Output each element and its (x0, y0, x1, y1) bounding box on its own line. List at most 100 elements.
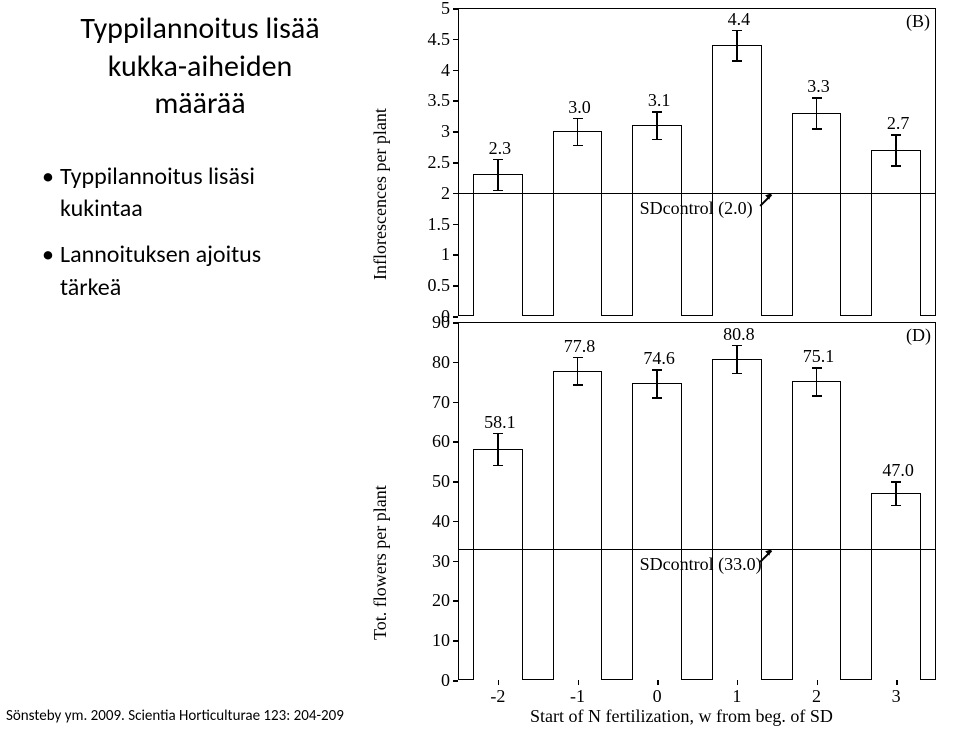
bar-value-label: 2.7 (878, 114, 918, 132)
ytick (453, 322, 458, 324)
title-line: kukka-aiheiden (108, 48, 293, 85)
ytick-label: 3 (420, 122, 450, 140)
errorbar-cap (891, 165, 901, 167)
ytick (453, 402, 458, 404)
bar (632, 125, 681, 316)
ytick-label: 20 (420, 591, 450, 609)
text-column: Typpilannoitus lisää kukka-aiheiden määr… (30, 10, 370, 318)
ytick (453, 100, 458, 102)
errorbar-cap (812, 395, 822, 397)
errorbar-cap (493, 159, 503, 161)
errorbar-cap (812, 97, 822, 99)
bar-value-label: 77.8 (560, 337, 600, 355)
bar (871, 150, 920, 316)
axis-box (458, 8, 936, 316)
bar-value-label: 2.3 (480, 139, 520, 157)
xtick-label: -2 (488, 687, 508, 705)
xtick (657, 680, 659, 685)
xtick-label: -1 (568, 687, 588, 705)
ytick (453, 316, 458, 318)
errorbar-cap (732, 60, 742, 62)
citation-text: Sönsteby ym. 2009. Scientia Horticultura… (6, 707, 344, 725)
bar (553, 371, 602, 680)
errorbar-cap (732, 30, 742, 32)
errorbar-cap (891, 134, 901, 136)
ytick (453, 8, 458, 10)
xtick-label: 1 (727, 687, 747, 705)
bar (871, 493, 920, 680)
bar (792, 113, 841, 316)
errorbar (656, 369, 658, 397)
ytick-label: 5 (420, 0, 450, 17)
ytick (453, 362, 458, 364)
bar (553, 131, 602, 316)
errorbar-cap (732, 345, 742, 347)
bullet-item: Typpilannoitus lisäsi kukintaa (42, 161, 370, 226)
ytick-label: 40 (420, 512, 450, 530)
ytick (453, 640, 458, 642)
bar (792, 381, 841, 680)
ylabel-panel-b: Inflorescences per plant (370, 108, 391, 280)
ytick-label: 30 (420, 552, 450, 570)
ytick (453, 481, 458, 483)
xtick-label: 2 (807, 687, 827, 705)
errorbar-cap (891, 505, 901, 507)
bar-value-label: 4.4 (719, 10, 759, 28)
bar-value-label: 75.1 (799, 347, 839, 365)
ytick (453, 521, 458, 523)
ytick-label: 0 (420, 671, 450, 689)
ytick (453, 561, 458, 563)
ytick (453, 285, 458, 287)
errorbar (816, 97, 818, 128)
errorbar-cap (812, 128, 822, 130)
bullet-text: kukintaa (60, 194, 143, 223)
errorbar-cap (812, 367, 822, 369)
ytick (453, 254, 458, 256)
ytick-label: 50 (420, 472, 450, 490)
errorbar-cap (493, 465, 503, 467)
bar (632, 383, 681, 680)
ytick (453, 224, 458, 226)
charts-area: Inflorescences per plant Tot. flowers pe… (400, 0, 955, 730)
panel-d: 010203040506070809058.1-277.8-174.6080.8… (458, 322, 938, 716)
errorbar-cap (732, 373, 742, 375)
xtick (578, 680, 580, 685)
errorbar-cap (652, 369, 662, 371)
errorbar (895, 481, 897, 505)
errorbar-cap (493, 190, 503, 192)
panel-letter: (D) (906, 326, 931, 344)
errorbar-cap (652, 139, 662, 141)
ytick-label: 10 (420, 631, 450, 649)
xtick (737, 680, 739, 685)
ytick-label: 2.5 (420, 153, 450, 171)
ytick-label: 80 (420, 353, 450, 371)
bullet-list: Typpilannoitus lisäsi kukintaa Lannoituk… (30, 161, 370, 305)
bar-value-label: 58.1 (480, 413, 520, 431)
reference-label: SDcontrol (2.0) (640, 199, 753, 217)
axis-box (458, 322, 936, 680)
ytick (453, 441, 458, 443)
ytick-label: 1.5 (420, 215, 450, 233)
xtick-label: 0 (647, 687, 667, 705)
errorbar-cap (652, 397, 662, 399)
ylabel-panel-d: Tot. flowers per plant (370, 485, 391, 640)
xtick-label: 3 (886, 687, 906, 705)
bar-value-label: 3.0 (560, 98, 600, 116)
bullet-text: Lannoituksen ajoitus (60, 240, 261, 269)
errorbar (497, 159, 499, 190)
reference-line (458, 549, 936, 550)
xtick (817, 680, 819, 685)
errorbar (577, 118, 579, 145)
bar-value-label: 3.1 (639, 91, 679, 109)
errorbar (736, 30, 738, 61)
reference-line (458, 193, 936, 194)
xtick (896, 680, 898, 685)
errorbar-cap (573, 384, 583, 386)
panel-b: 00.511.522.533.544.552.33.03.14.43.32.7S… (458, 0, 938, 320)
errorbar (656, 111, 658, 138)
ytick-label: 90 (420, 313, 450, 331)
bullet-text: tärkeä (60, 273, 121, 302)
errorbar-cap (573, 357, 583, 359)
ytick-label: 70 (420, 393, 450, 411)
ytick-label: 4 (420, 61, 450, 79)
